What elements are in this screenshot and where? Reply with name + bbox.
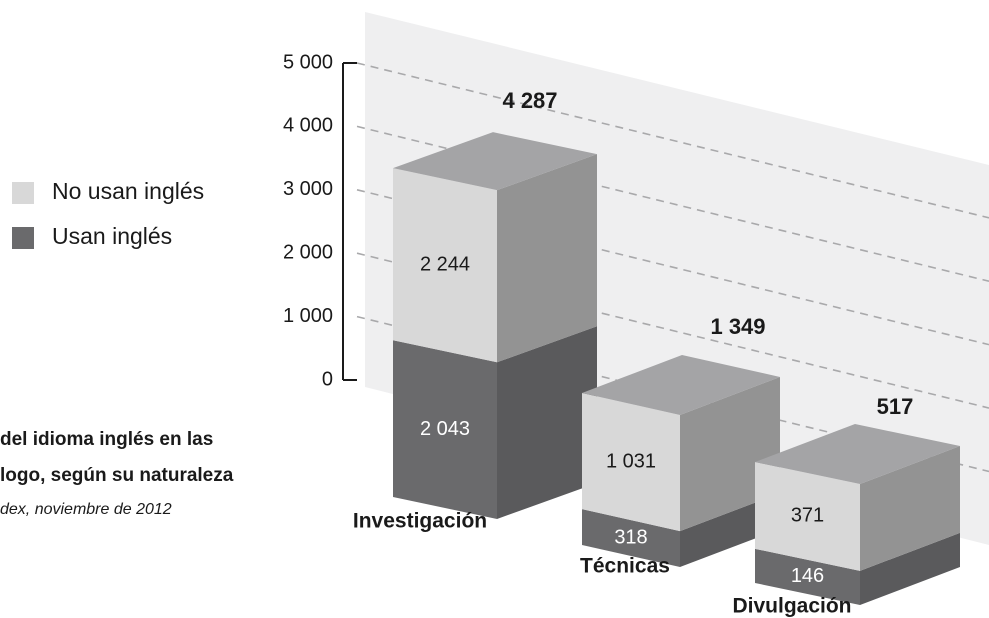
value-label: 2 043 [420, 418, 470, 440]
y-tick-label: 5 000 [283, 51, 333, 73]
bar-top [393, 132, 597, 191]
chart-title: logo, según su naturaleza [0, 465, 234, 486]
value-label: 2 244 [420, 254, 470, 276]
bar-segment [755, 548, 860, 605]
value-label: 318 [614, 526, 647, 548]
value-label: 1 031 [606, 450, 656, 472]
legend-label: Usan inglés [52, 223, 172, 249]
bar-top [755, 424, 960, 485]
total-label: 4 287 [502, 88, 557, 113]
bar-segment [393, 340, 497, 519]
y-tick-label: 2 000 [283, 241, 333, 263]
value-label: 371 [791, 505, 824, 527]
bar-segment [582, 509, 680, 567]
grid-line [356, 252, 989, 409]
legend-swatch [12, 227, 34, 249]
bar-segment [582, 392, 680, 532]
source: dex, noviembre de 2012 [0, 501, 172, 518]
x-tick-label: Divulgación [732, 595, 851, 618]
y-tick-label: 1 000 [283, 305, 333, 327]
y-tick-label: 4 000 [283, 115, 333, 137]
bar-side [860, 532, 960, 605]
x-tick-label: Técnicas [580, 555, 670, 578]
legend-label: No usan inglés [52, 178, 204, 204]
y-tick-label: 3 000 [283, 178, 333, 200]
bar-top [582, 354, 780, 415]
grid-line [356, 125, 989, 283]
grid-line [356, 189, 989, 346]
chart-title: del idioma inglés en las [0, 429, 213, 450]
total-label: 1 349 [710, 314, 765, 339]
bar-side [497, 154, 597, 363]
bar-side [497, 326, 597, 519]
grid-line [356, 62, 989, 219]
y-tick-label: 0 [322, 368, 333, 390]
legend-swatch [12, 182, 34, 204]
bar-segment [393, 168, 497, 363]
total-label: 517 [877, 394, 914, 419]
value-label: 146 [791, 565, 824, 587]
x-tick-label: Investigación [353, 510, 487, 533]
bar-side [860, 446, 960, 571]
bar-segment [755, 462, 860, 571]
